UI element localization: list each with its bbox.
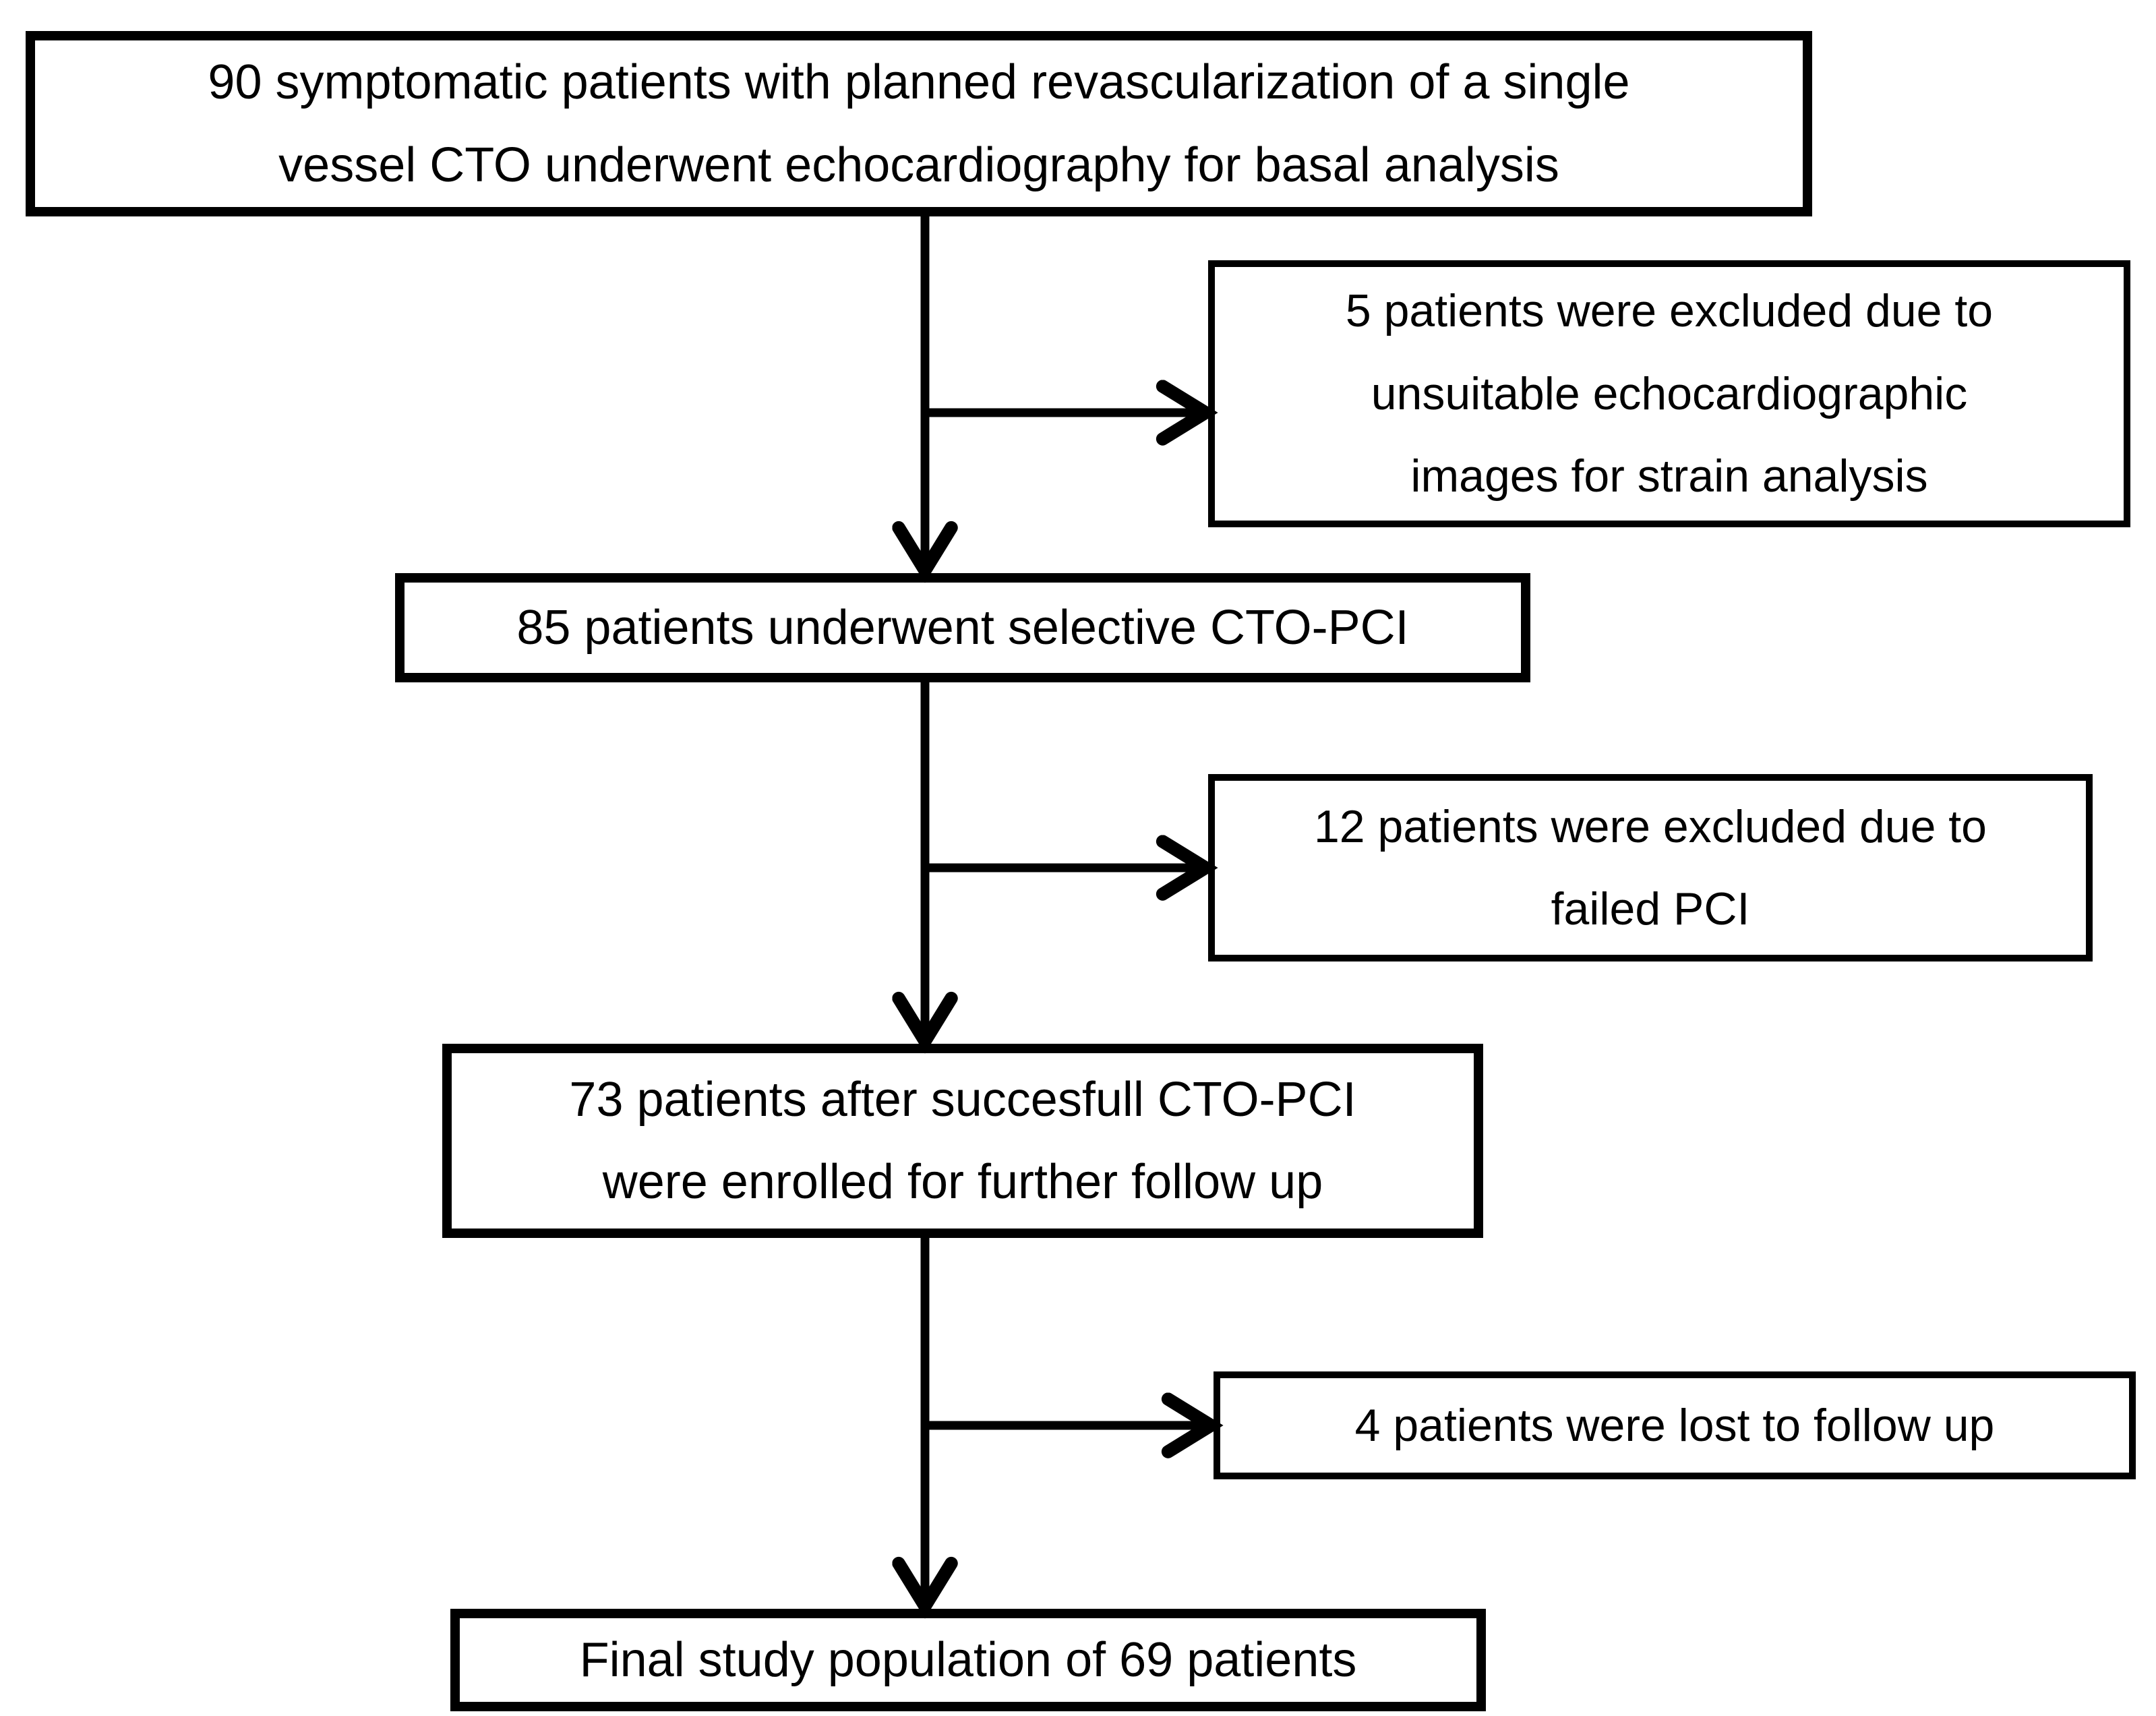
flow-box-successful-73: 73 patients after succesfull CTO-PCI wer…	[442, 1044, 1483, 1238]
flow-box-excluded-5: 5 patients were excluded due to unsuitab…	[1208, 260, 2130, 527]
flow-box-excluded-12: 12 patients were excluded due to failed …	[1208, 774, 2093, 961]
flow-box-pci-85: 85 patients underwent selective CTO-PCI	[395, 573, 1530, 682]
flow-box-enrolled-90: 90 symptomatic patients with planned rev…	[26, 31, 1812, 216]
flow-box-lost-4: 4 patients were lost to follow up	[1214, 1371, 2136, 1479]
flow-box-final-69: Final study population of 69 patients	[450, 1609, 1486, 1711]
